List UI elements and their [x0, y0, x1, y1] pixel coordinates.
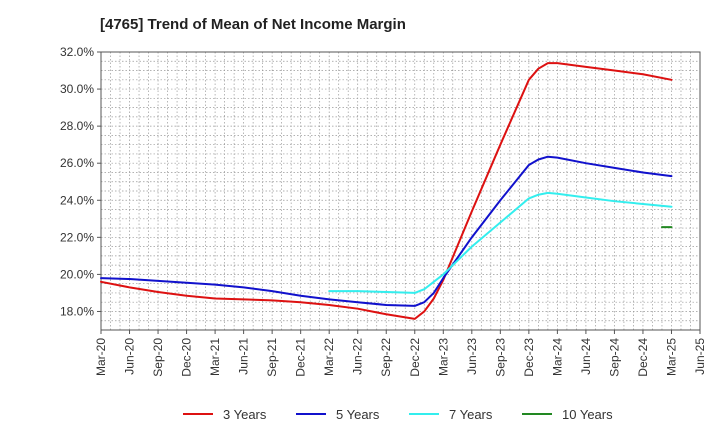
x-tick-label: Dec-23 — [522, 338, 536, 377]
y-tick-label: 24.0% — [60, 193, 94, 207]
y-tick-label: 20.0% — [60, 267, 94, 281]
y-tick-label: 28.0% — [60, 119, 94, 133]
x-tick-label: Mar-20 — [94, 338, 108, 376]
y-tick-label: 22.0% — [60, 230, 94, 244]
x-tick-label: Jun-23 — [465, 338, 479, 375]
y-tick-label: 18.0% — [60, 304, 94, 318]
x-tick-label: Jun-22 — [351, 338, 365, 375]
x-tick-label: Sep-20 — [151, 338, 165, 377]
x-tick-label: Dec-22 — [408, 338, 422, 377]
chart-title: [4765] Trend of Mean of Net Income Margi… — [100, 16, 406, 33]
x-tick-label: Mar-22 — [322, 338, 336, 376]
legend-label: 10 Years — [562, 407, 613, 422]
series-line-3-years — [100, 62, 673, 320]
x-tick-label: Sep-24 — [607, 338, 621, 377]
x-tick-label: Dec-24 — [636, 338, 650, 377]
x-tick-label: Mar-21 — [208, 338, 222, 376]
x-axis: Mar-20 Jun-20 Sep-20 Dec-20 Mar-21 Jun-21 Sep-… — [94, 330, 707, 377]
grid-lines — [101, 52, 700, 330]
y-tick-label: 26.0% — [60, 156, 94, 170]
legend-label: 7 Years — [449, 407, 493, 422]
legend: 3 Years 5 Years 7 Years 10 Years — [183, 407, 613, 422]
y-tick-label: 32.0% — [60, 45, 94, 59]
legend-label: 3 Years — [223, 407, 267, 422]
x-tick-label: Mar-24 — [550, 338, 564, 376]
x-tick-label: Jun-20 — [123, 338, 137, 375]
x-tick-label: Sep-21 — [265, 338, 279, 377]
x-tick-label: Sep-23 — [493, 338, 507, 377]
x-tick-label: Jun-25 — [693, 338, 707, 375]
y-tick-label: 30.0% — [60, 82, 94, 96]
x-tick-label: Mar-25 — [664, 338, 678, 376]
y-axis: 18.0% 20.0% 22.0% 24.0% 26.0% 28.0% 30.0% 32.0% — [60, 45, 101, 318]
x-tick-label: Sep-22 — [379, 338, 393, 377]
x-tick-label: Jun-24 — [579, 338, 593, 375]
legend-label: 5 Years — [336, 407, 380, 422]
x-tick-label: Jun-21 — [237, 338, 251, 375]
series-line-5-years — [100, 155, 673, 307]
x-tick-label: Dec-20 — [180, 338, 194, 377]
x-tick-label: Mar-23 — [436, 338, 450, 376]
series-lines — [100, 62, 673, 320]
plot-frame — [100, 51, 701, 331]
series-line-7-years — [328, 191, 673, 294]
x-tick-label: Dec-21 — [294, 338, 308, 377]
